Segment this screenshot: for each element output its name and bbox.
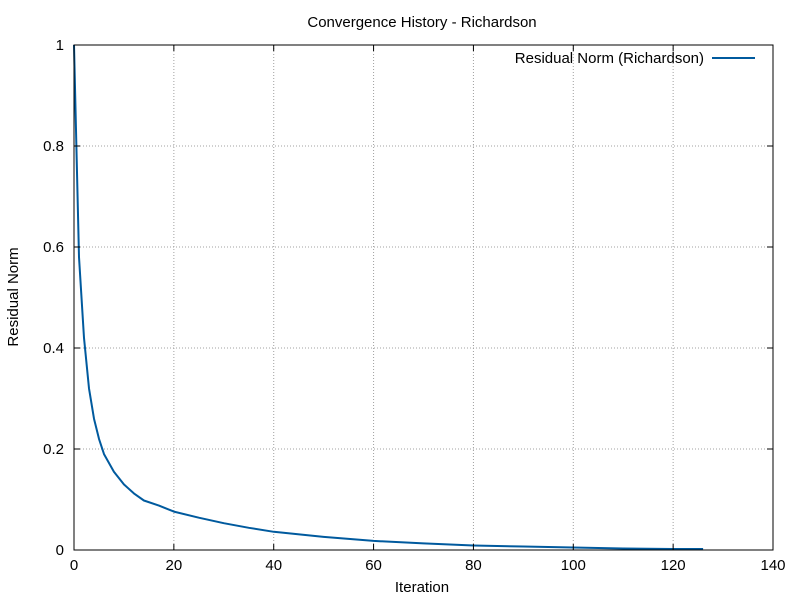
x-tick-label: 120 [661, 557, 686, 574]
grid [74, 45, 773, 550]
chart-title: Convergence History - Richardson [307, 14, 536, 31]
x-tick-label: 20 [166, 557, 183, 574]
x-tick-label: 80 [465, 557, 482, 574]
y-tick-label: 0.4 [43, 340, 64, 357]
series-line [73, 44, 704, 550]
y-tick-label: 0 [56, 542, 64, 559]
legend-label: Residual Norm (Richardson) [515, 50, 704, 67]
y-tick-label: 0.8 [43, 138, 64, 155]
x-tick-label: 100 [561, 557, 586, 574]
tick-marks [73, 44, 774, 551]
x-tick-label: 60 [365, 557, 382, 574]
x-tick-label: 140 [760, 557, 785, 574]
y-tick-label: 1 [56, 37, 64, 54]
y-axis-label: Residual Norm [5, 247, 22, 346]
x-axis-label: Iteration [395, 579, 449, 596]
tick-labels: 0 20 40 60 80 100 120 140 0 0.2 0.4 0.6 0.8 1 [43, 37, 785, 574]
plot-frame [73, 44, 774, 551]
series-layer [73, 44, 704, 550]
x-tick-label: 40 [265, 557, 282, 574]
y-tick-label: 0.6 [43, 239, 64, 256]
y-tick-label: 0.2 [43, 441, 64, 458]
legend: Residual Norm (Richardson) [515, 50, 755, 67]
x-tick-label: 0 [70, 557, 78, 574]
